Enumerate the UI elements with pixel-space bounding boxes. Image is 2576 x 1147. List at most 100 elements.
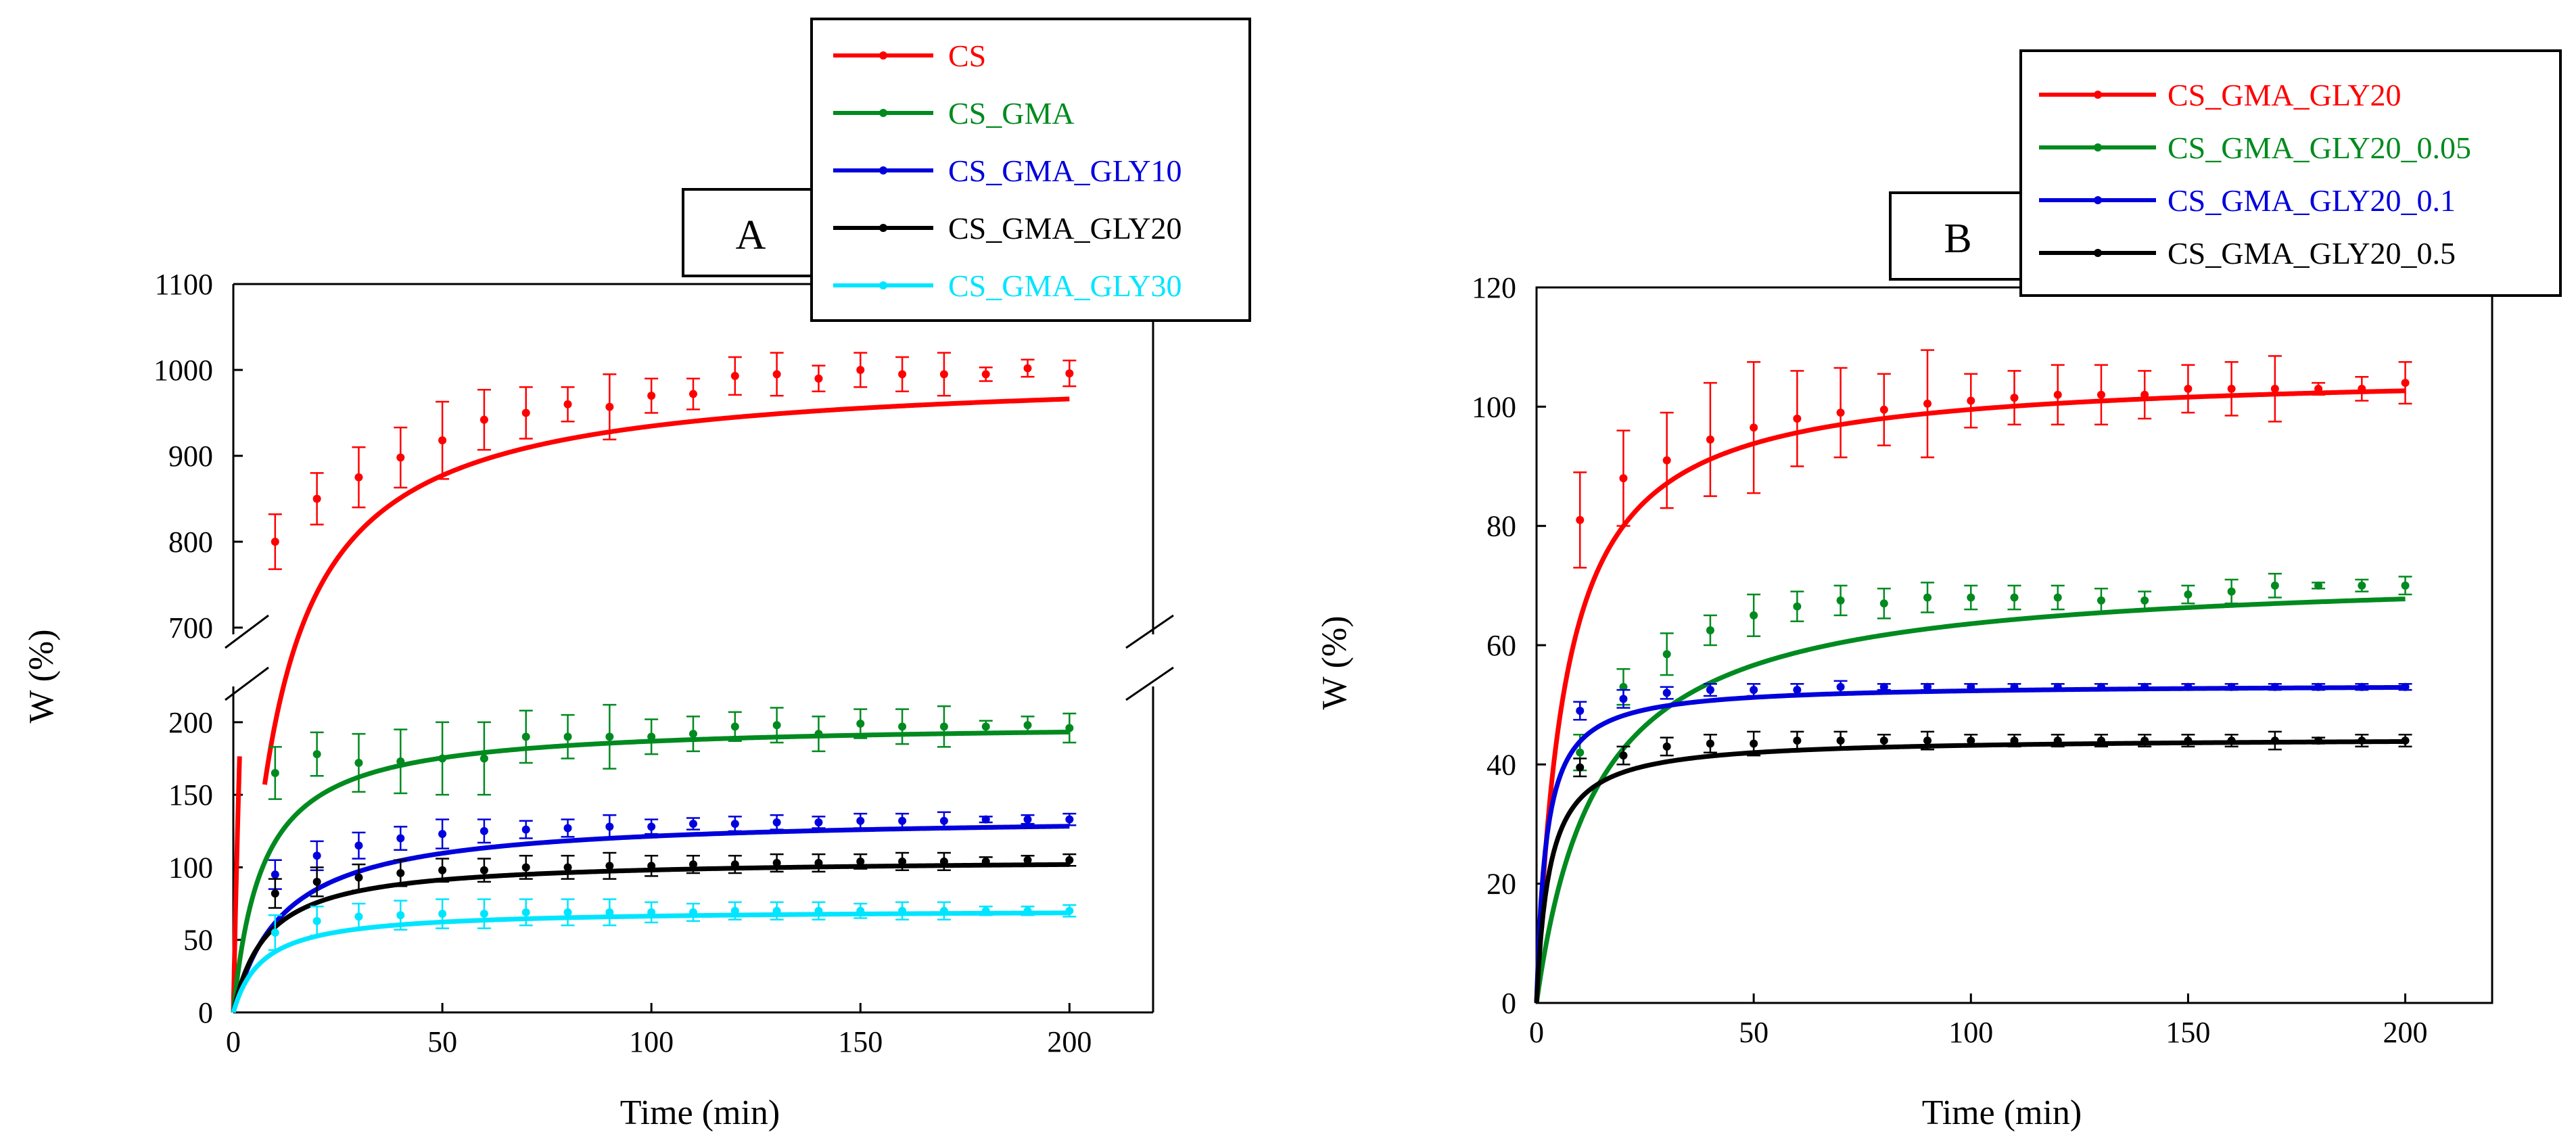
panel-a-data-point: [438, 830, 447, 839]
panel-a-data-point: [438, 436, 447, 445]
panel-a-data-point: [521, 863, 530, 872]
panel-a-data-point: [1023, 856, 1032, 864]
panel-a-data-point: [814, 374, 823, 383]
panel-b-data-point: [1750, 686, 1758, 695]
panel-a-plot-area: 0 50 100 150 200 0 50 100 150 200 700 800 900 1000 110…: [154, 268, 1174, 1058]
panel-a-data-point: [814, 730, 823, 739]
panel-b-data-point: [1662, 650, 1671, 659]
panel-b-data-point: [2097, 596, 2105, 605]
panel-b-x-tick-label: 150: [2165, 1016, 2210, 1049]
panel-a-data-point: [1023, 364, 1032, 373]
panel-a-data-point: [1023, 815, 1032, 824]
panel-b-data-point: [2270, 682, 2279, 691]
panel-a-data-point: [563, 863, 572, 872]
panel-a-data-point: [479, 754, 488, 763]
panel-b-data-point: [2358, 384, 2366, 393]
panel-a-label-box: [682, 188, 820, 277]
panel-a-data-point: [730, 371, 739, 380]
panel-b-legend-marker-cs-gma-gly20-0-1: [2094, 196, 2102, 204]
panel-a-y-tick-label: 800: [168, 525, 213, 559]
panel-a-data-point: [939, 370, 948, 379]
panel-b-x-tick-label: 50: [1739, 1016, 1769, 1049]
panel-b-data-point: [2401, 379, 2410, 388]
panel-b-series-cs-gma-gly20: [1534, 349, 2412, 1004]
panel-b-data-point: [1967, 593, 1975, 602]
panel-b-series-cs-gma-gly20-0-1: [1534, 680, 2412, 1004]
panel-a-data-point: [898, 906, 907, 915]
panel-a-data-point: [605, 732, 614, 741]
panel-a-series-cs-gma-gly10: [231, 811, 1077, 1013]
panel-b-data-point: [1967, 736, 1975, 745]
panel-b-data-point: [1619, 474, 1628, 483]
panel-a-data-point: [730, 860, 739, 869]
panel-a-data-point: [898, 722, 907, 731]
panel-a-series-cs-gma-gly20: [231, 851, 1077, 1013]
panel-b-data-point: [2010, 394, 2019, 402]
panel-b-data-point: [2270, 384, 2279, 393]
panel-a-data-point: [396, 757, 405, 766]
panel-a-legend-label-cs-gma: CS_GMA: [948, 96, 1075, 131]
panel-b-y-tick-label: 0: [1501, 987, 1516, 1020]
panel-a-data-point: [772, 906, 781, 915]
panel-a-x-tick-label: 100: [629, 1025, 674, 1058]
panel-b-y-tick-label: 60: [1486, 629, 1516, 662]
panel-a-data-point: [856, 366, 865, 374]
panel-a-data-point: [479, 866, 488, 874]
panel-a-data-point: [354, 841, 363, 850]
panel-a-data-point: [1023, 721, 1032, 730]
panel-a-data-point: [730, 820, 739, 828]
panel-a-data-point: [1065, 369, 1074, 378]
panel-a-y-axis-title: W (%): [22, 629, 61, 723]
panel-b-data-point: [1836, 408, 1845, 417]
panel-b-data-point: [2053, 593, 2062, 602]
panel-a-series-cs-gma: [231, 703, 1077, 1013]
panel-a-series-cs-gma-gly30: [231, 898, 1077, 1014]
panel-b-data-point: [2314, 384, 2323, 393]
panel-b-data-point: [1923, 399, 1932, 408]
panel-b-data-point: [1750, 611, 1758, 619]
panel-b-data-point: [1662, 456, 1671, 465]
panel-a-data-point: [939, 857, 948, 866]
panel-a-y-tick-label: 100: [168, 851, 213, 884]
panel-b-legend-label-cs-gma-gly20: CS_GMA_GLY20: [2168, 78, 2402, 112]
panel-b-y-tick-label: 80: [1486, 510, 1516, 543]
panel-b-data-point: [1793, 736, 1802, 745]
panel-b-data-point: [2010, 593, 2019, 602]
panel-a-data-point: [898, 857, 907, 866]
panel-b-data-point: [1967, 682, 1975, 691]
panel-b-x-tick-label: 200: [2383, 1016, 2428, 1049]
panel-b-y-axis-title: W (%): [1315, 615, 1354, 709]
panel-b-data-point: [2401, 581, 2410, 590]
panel-a-data-point: [396, 869, 405, 878]
panel-b-data-point: [1576, 515, 1585, 524]
panel-a-data-point: [772, 859, 781, 868]
panel-b-y-tick-label: 100: [1472, 390, 1516, 423]
panel-a-data-point: [563, 908, 572, 916]
panel-b-data-point: [2401, 736, 2410, 745]
panel-a-x-tick-label: 0: [226, 1025, 241, 1058]
panel-b-plot-area: 0 50 100 150 200 0 20 40 60 80 100 120: [1472, 271, 2493, 1049]
panel-b-data-point: [2184, 736, 2193, 745]
panel-a-data-point: [730, 722, 739, 731]
panel-b-data-point: [1793, 686, 1802, 695]
panel-a-data-point: [563, 824, 572, 833]
panel-a-data-point: [521, 825, 530, 834]
panel-b-label-box: [1889, 191, 2027, 281]
panel-a-data-point: [312, 877, 321, 886]
panel-b-data-point: [1923, 682, 1932, 691]
panel-a-axis-break-mark: [1125, 666, 1174, 701]
panel-b-data-point: [1662, 742, 1671, 751]
panel-b-data-point: [2358, 682, 2366, 691]
chart-panel-a: 0 50 100 150 200 0 50 100 150 200 700 800 900 1000 110…: [22, 18, 1251, 1132]
panel-a-data-point: [312, 750, 321, 759]
panel-b-data-point: [2010, 682, 2019, 691]
panel-a-data-point: [354, 912, 363, 921]
panel-a-data-point: [1065, 815, 1074, 824]
panel-b-data-point: [1576, 706, 1585, 715]
panel-a-data-point: [647, 862, 656, 870]
panel-a-legend-marker-cs: [879, 51, 887, 60]
panel-a-data-point: [647, 822, 656, 831]
panel-a-y-tick-label: 200: [168, 706, 213, 739]
panel-a-legend-marker-cs-gma: [879, 109, 887, 117]
panel-a-data-point: [1065, 856, 1074, 864]
